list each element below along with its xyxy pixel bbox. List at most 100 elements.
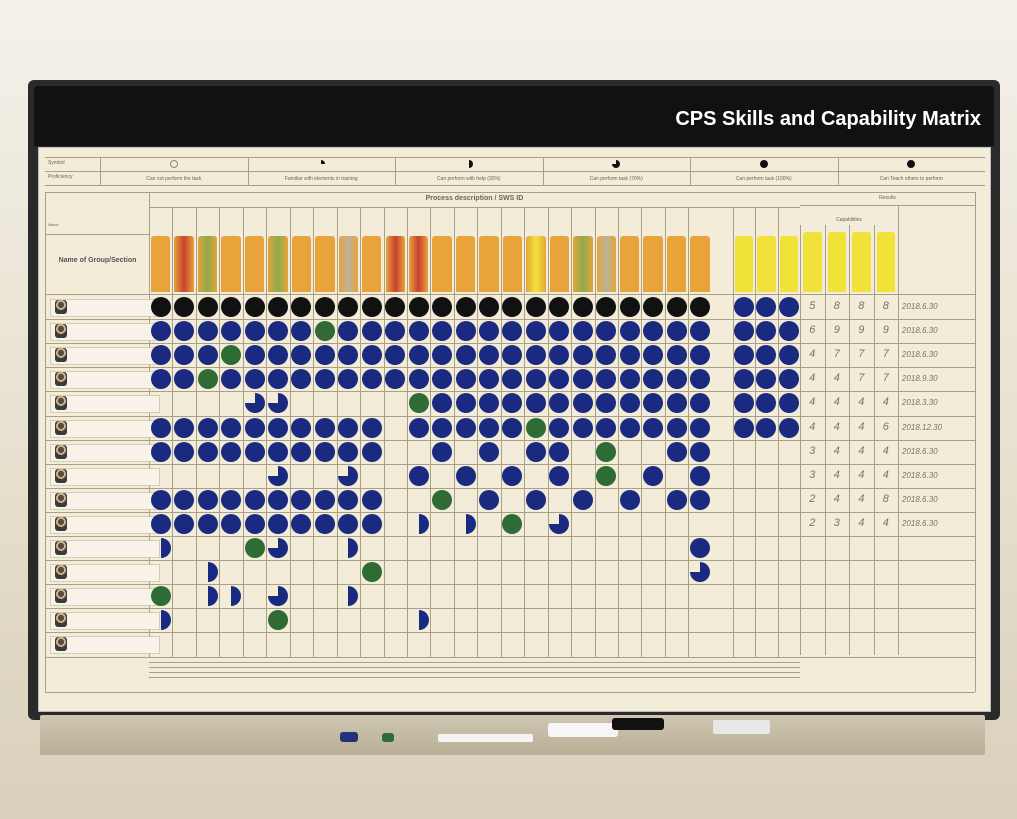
capability-value: 4: [858, 396, 865, 409]
marker[interactable]: [548, 723, 618, 737]
column-line: [571, 207, 573, 657]
full-circle-icon: [778, 345, 799, 366]
full-circle-icon: [525, 369, 546, 390]
full-circle-icon: [174, 441, 195, 462]
full-circle-icon: [385, 321, 406, 342]
full-circle-icon: [572, 369, 593, 390]
full-circle-icon: [643, 393, 664, 414]
row-line: [45, 415, 975, 417]
full-circle-icon: [666, 489, 687, 510]
capability-value: 4: [882, 444, 889, 457]
capability-value: 4: [809, 420, 816, 433]
full-circle-icon: [572, 297, 593, 318]
full-circle-icon: [572, 393, 593, 414]
legend-divider: [100, 157, 101, 185]
avatar: [55, 372, 67, 387]
full-circle-icon: [572, 489, 593, 510]
process-tab: [549, 236, 570, 292]
full-circle-icon: [197, 513, 218, 534]
full-circle-icon: [690, 417, 711, 438]
eraser-marker[interactable]: [612, 718, 664, 730]
full-circle-icon: [338, 441, 359, 462]
legend-divider: [542, 157, 544, 185]
full-circle-icon: [291, 297, 312, 318]
full-circle-icon: [314, 513, 335, 534]
process-tab: [757, 236, 776, 292]
header-divider: [149, 207, 800, 208]
full-circle-icon: [314, 369, 335, 390]
full-circle-icon: [778, 321, 799, 342]
process-tab: [779, 236, 798, 292]
full-circle-icon: [244, 417, 265, 438]
full-circle-icon: [756, 321, 777, 342]
process-tab: [197, 236, 218, 292]
full-circle-icon: [502, 321, 523, 342]
eraser[interactable]: [713, 720, 770, 734]
full-circle-icon: [455, 297, 476, 318]
magnet-blue[interactable]: [340, 732, 358, 742]
full-circle-icon: [338, 369, 359, 390]
full-circle-icon: [759, 160, 768, 168]
capability-value: 4: [858, 516, 865, 529]
row-line: [149, 661, 800, 663]
target-date: 2018.12.30: [902, 422, 943, 432]
half-circle-icon: [160, 610, 171, 631]
full-circle-icon: [479, 441, 500, 462]
half-circle-icon: [418, 513, 429, 534]
column-line: [313, 207, 315, 657]
full-circle-icon: [408, 321, 429, 342]
full-circle-icon: [361, 562, 382, 583]
three-circle-icon: [690, 562, 711, 583]
capability-value: 4: [833, 420, 840, 433]
person-name-card: [50, 395, 160, 414]
full-circle-icon: [455, 417, 476, 438]
process-tab: [268, 236, 288, 292]
full-circle-icon: [666, 345, 687, 366]
full-circle-icon: [619, 297, 640, 318]
full-circle-icon: [408, 345, 429, 366]
full-circle-icon: [643, 369, 664, 390]
capability-value: 9: [833, 324, 840, 337]
full-circle-icon: [525, 417, 546, 438]
row-line: [45, 632, 975, 634]
capability-value: 6: [809, 324, 816, 337]
full-circle-icon: [314, 345, 335, 366]
full-circle-icon: [197, 297, 218, 318]
full-circle-icon: [455, 465, 476, 486]
full-circle-icon: [549, 417, 570, 438]
full-circle-icon: [385, 369, 406, 390]
magnet-green[interactable]: [382, 733, 394, 742]
full-circle-icon: [432, 393, 453, 414]
row-line: [45, 487, 975, 489]
full-circle-icon: [756, 393, 777, 414]
legend-proficiency-text: Can Teach others to perform: [879, 176, 943, 182]
target-date: 2018.3.30: [902, 398, 938, 408]
process-tab: [338, 236, 359, 292]
full-circle-icon: [572, 417, 593, 438]
full-circle-icon: [596, 393, 617, 414]
full-circle-icon: [756, 417, 777, 438]
marker[interactable]: [438, 734, 533, 742]
capability-value: 4: [858, 468, 865, 481]
full-circle-icon: [690, 297, 711, 318]
full-circle-icon: [267, 369, 288, 390]
full-circle-icon: [361, 489, 382, 510]
full-circle-icon: [596, 297, 617, 318]
column-line: [777, 207, 779, 657]
header-divider: [800, 205, 975, 206]
full-circle-icon: [150, 513, 171, 534]
full-circle-icon: [361, 417, 382, 438]
legend-divider: [395, 157, 396, 185]
row-line: [45, 367, 975, 369]
avatar: [55, 348, 67, 363]
process-tab: [479, 236, 499, 292]
person-name-card: [50, 540, 160, 559]
full-circle-icon: [502, 465, 523, 486]
column-line: [733, 207, 734, 657]
full-circle-icon: [690, 369, 711, 390]
full-circle-icon: [525, 321, 546, 342]
full-circle-icon: [408, 393, 429, 414]
column-line: [477, 207, 479, 657]
legend-divider: [247, 157, 249, 185]
capability-value: 7: [833, 348, 840, 361]
